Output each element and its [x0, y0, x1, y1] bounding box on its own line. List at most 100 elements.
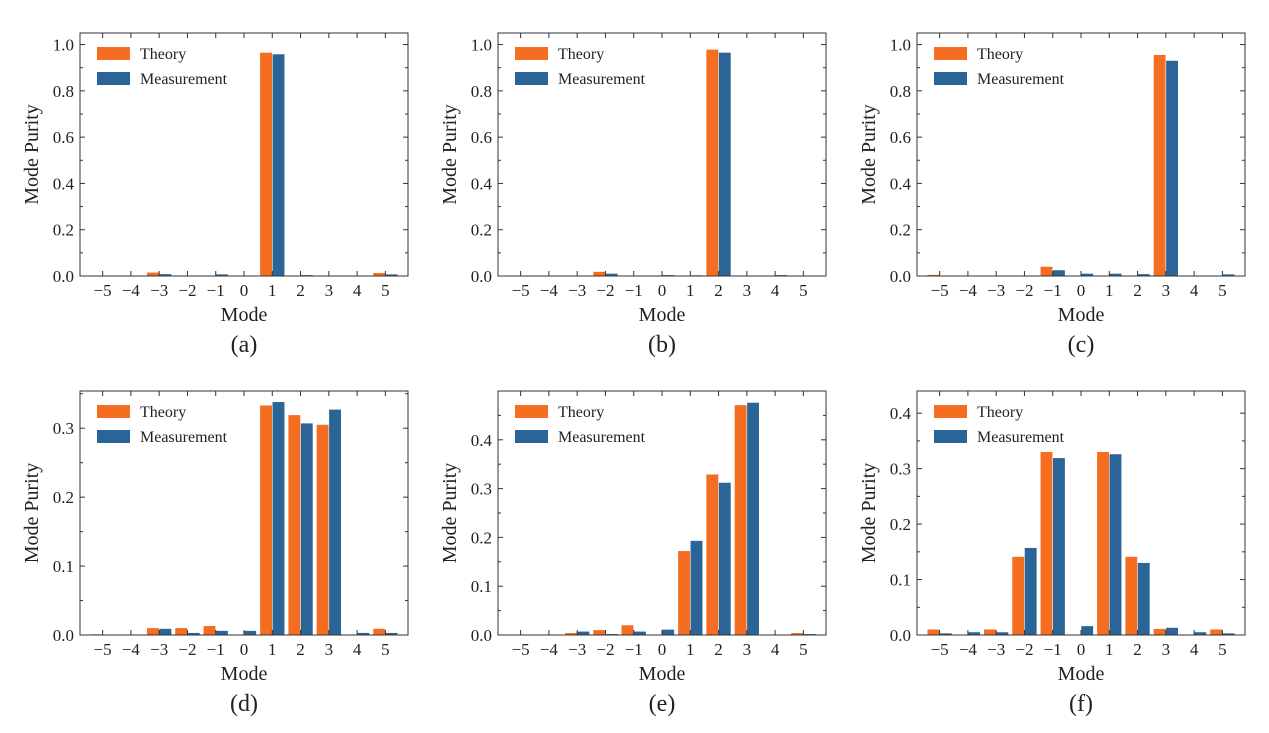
x-tick-label: −4 — [959, 281, 978, 300]
x-tick-label: 1 — [686, 640, 695, 659]
x-tick-label: −2 — [1015, 640, 1033, 659]
x-axis-label: Mode — [1058, 663, 1105, 685]
bar-measurement-mode-3 — [329, 410, 341, 635]
x-tick-label: 4 — [771, 640, 780, 659]
bar-theory-mode-3 — [317, 425, 329, 635]
bar-measurement-mode--1 — [634, 632, 646, 635]
x-tick-label: −5 — [94, 640, 112, 659]
x-tick-label: −1 — [207, 640, 225, 659]
bar-theory-mode--2 — [1012, 557, 1024, 635]
legend-swatch-theory — [515, 405, 548, 418]
y-tick-label: 0.6 — [53, 128, 74, 147]
y-tick-label: 0.2 — [471, 528, 492, 547]
bar-theory-mode--2 — [593, 630, 605, 635]
y-tick-label: 0.1 — [890, 571, 911, 590]
x-tick-label: −4 — [540, 281, 559, 300]
x-tick-label: −4 — [540, 640, 559, 659]
x-tick-label: −2 — [596, 640, 614, 659]
bar-theory-mode--1 — [1041, 452, 1053, 635]
x-tick-label: −1 — [625, 281, 643, 300]
x-tick-label: 5 — [381, 640, 390, 659]
x-axis-label: Mode — [221, 304, 268, 326]
bar-theory-mode-2 — [1125, 557, 1137, 635]
y-tick-label: 0.0 — [471, 267, 492, 286]
legend-swatch-measurement — [97, 72, 130, 85]
x-tick-label: 3 — [325, 281, 334, 300]
bar-measurement-mode-2 — [1138, 563, 1150, 635]
x-tick-label: 2 — [296, 281, 305, 300]
x-tick-label: −3 — [987, 281, 1005, 300]
bar-measurement-mode--1 — [216, 631, 228, 635]
x-tick-label: 3 — [325, 640, 334, 659]
y-tick-label: 1.0 — [890, 36, 911, 55]
x-tick-label: −2 — [1015, 281, 1033, 300]
x-tick-label: 2 — [1133, 640, 1142, 659]
x-tick-label: −3 — [987, 640, 1005, 659]
x-tick-label: −3 — [150, 640, 168, 659]
legend-label-measurement: Measurement — [977, 71, 1065, 88]
bar-measurement-mode--2 — [1025, 548, 1037, 635]
legend-swatch-measurement — [934, 430, 967, 443]
x-tick-label: −3 — [568, 640, 586, 659]
y-axis-label: Mode Purity — [858, 104, 880, 205]
x-tick-label: −2 — [596, 281, 614, 300]
y-tick-label: 0.0 — [53, 267, 74, 286]
axes-frame — [917, 391, 1245, 635]
legend-label-theory: Theory — [977, 404, 1023, 421]
x-tick-label: 3 — [743, 281, 752, 300]
bar-measurement-mode-1 — [691, 541, 703, 635]
bar-theory-mode--3 — [147, 273, 159, 276]
x-tick-label: 2 — [714, 640, 723, 659]
x-tick-label: 2 — [296, 640, 305, 659]
y-tick-label: 0.2 — [890, 515, 911, 534]
bar-measurement-mode-1 — [1110, 454, 1122, 635]
bar-theory-mode-1 — [1097, 452, 1109, 635]
x-tick-label: −5 — [512, 640, 530, 659]
x-tick-label: 4 — [1190, 281, 1199, 300]
bar-measurement-mode-0 — [662, 630, 674, 635]
bar-theory-mode-1 — [260, 53, 272, 276]
x-tick-label: −4 — [959, 640, 978, 659]
y-tick-label: 0.1 — [471, 577, 492, 596]
y-tick-label: 1.0 — [471, 36, 492, 55]
x-tick-label: 1 — [1105, 640, 1114, 659]
x-tick-label: 5 — [1218, 640, 1227, 659]
bar-measurement-mode-2 — [719, 53, 731, 276]
bar-theory-mode-2 — [706, 50, 718, 276]
y-tick-label: 0.8 — [53, 82, 74, 101]
x-tick-label: 0 — [1077, 281, 1086, 300]
x-tick-label: −5 — [94, 281, 112, 300]
y-tick-label: 0.0 — [53, 626, 74, 645]
y-tick-label: 0.3 — [53, 419, 74, 438]
panel-label: (c) — [1068, 332, 1095, 358]
legend-label-theory: Theory — [558, 404, 604, 421]
y-tick-label: 0.1 — [53, 557, 74, 576]
panel-label: (d) — [230, 691, 258, 717]
bar-measurement-mode-3 — [1166, 61, 1178, 276]
bar-measurement-mode--1 — [1053, 270, 1065, 276]
x-tick-label: 0 — [1077, 640, 1086, 659]
axes-frame — [80, 391, 408, 635]
legend-label-theory: Theory — [977, 46, 1023, 63]
bar-measurement-mode--1 — [1053, 458, 1065, 635]
x-tick-label: −4 — [122, 281, 141, 300]
x-axis-label: Mode — [639, 663, 686, 685]
x-tick-label: 2 — [1133, 281, 1142, 300]
legend-swatch-measurement — [97, 430, 130, 443]
legend-swatch-measurement — [515, 430, 548, 443]
panel-label: (e) — [649, 691, 676, 717]
y-tick-label: 0.6 — [471, 128, 492, 147]
bar-theory-mode-5 — [373, 629, 385, 635]
y-tick-label: 0.0 — [471, 626, 492, 645]
x-tick-label: −1 — [1044, 281, 1062, 300]
x-tick-label: −5 — [931, 281, 949, 300]
x-tick-label: −1 — [1044, 640, 1062, 659]
x-tick-label: 3 — [743, 640, 752, 659]
y-tick-label: 0.2 — [471, 221, 492, 240]
bar-theory-mode--2 — [175, 628, 187, 635]
